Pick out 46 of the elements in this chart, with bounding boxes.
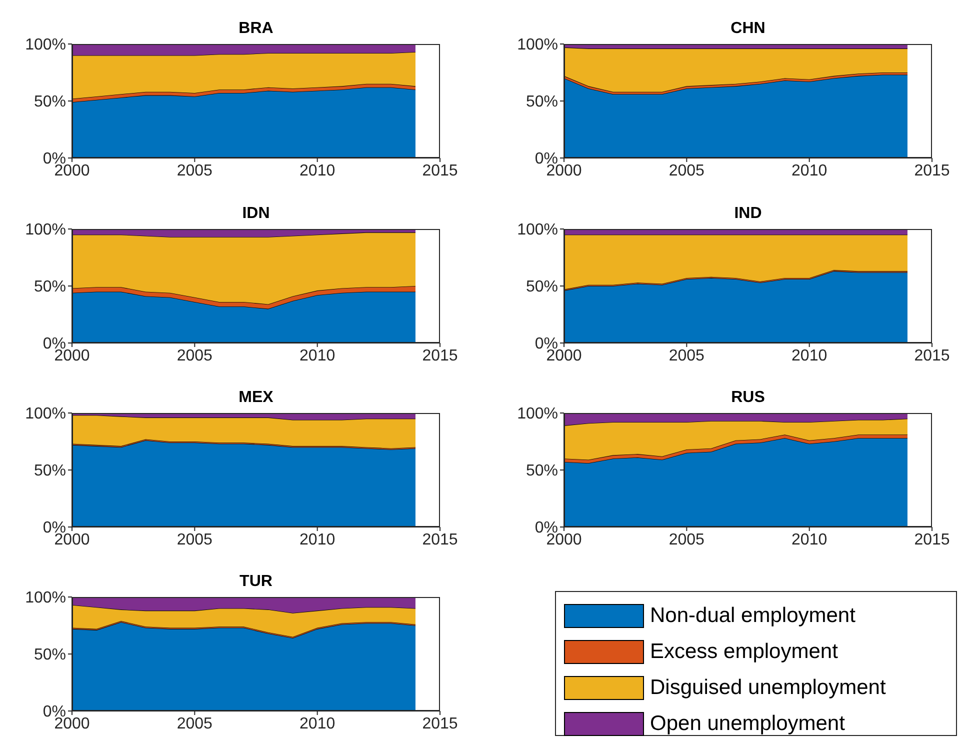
x-tick-label: 2005	[668, 162, 705, 180]
x-tick-label: 2010	[300, 162, 336, 180]
y-tick-label: 50%	[34, 646, 66, 664]
x-tick-label: 2005	[668, 531, 705, 548]
x-tick-label: 2010	[300, 347, 336, 364]
chart-title: BRA	[238, 20, 274, 38]
x-tick-label: 2005	[668, 347, 705, 364]
legend-label: Disguised unemployment	[650, 676, 886, 700]
x-tick-label: 2015	[422, 162, 458, 180]
x-tick-label: 2010	[792, 162, 828, 180]
y-tick-label: 100%	[25, 36, 66, 54]
y-tick-label: 100%	[25, 406, 66, 423]
legend-label: Excess employment	[650, 640, 838, 664]
y-tick-label: 50%	[34, 94, 66, 111]
x-tick-label: 2005	[176, 162, 213, 180]
chart-title: MEX	[238, 389, 274, 407]
x-tick-label: 2010	[792, 347, 828, 364]
y-tick-label: 50%	[34, 462, 66, 480]
x-tick-label: 2015	[422, 531, 458, 548]
chart-title: CHN	[730, 20, 766, 38]
x-tick-label: 2015	[422, 347, 458, 364]
y-tick-label: 50%	[34, 278, 66, 296]
legend-label: Open unemployment	[650, 712, 845, 736]
legend-label: Non-dual employment	[650, 604, 856, 628]
y-tick-label: 100%	[517, 222, 558, 239]
chart-title: IDN	[241, 205, 271, 223]
x-tick-label: 2015	[914, 347, 950, 364]
y-tick-label: 50%	[526, 94, 558, 111]
x-tick-label: 2010	[300, 531, 336, 548]
x-tick-label: 2015	[422, 715, 458, 732]
x-tick-label: 2015	[914, 531, 950, 548]
y-tick-label: 100%	[25, 590, 66, 607]
x-tick-label: 2010	[300, 715, 336, 732]
x-tick-label: 2010	[792, 531, 828, 548]
x-tick-label: 2005	[176, 715, 213, 732]
y-tick-label: 100%	[25, 222, 66, 239]
x-tick-label: 2005	[176, 531, 213, 548]
y-tick-label: 100%	[517, 36, 558, 54]
y-tick-label: 100%	[517, 406, 558, 423]
x-tick-label: 2015	[914, 162, 950, 180]
chart-title: IND	[733, 205, 763, 223]
x-tick-label: 2005	[176, 347, 213, 364]
chart-title: RUS	[730, 389, 766, 407]
y-tick-label: 50%	[526, 278, 558, 296]
y-tick-label: 50%	[526, 462, 558, 480]
chart-title: TUR	[238, 573, 274, 591]
